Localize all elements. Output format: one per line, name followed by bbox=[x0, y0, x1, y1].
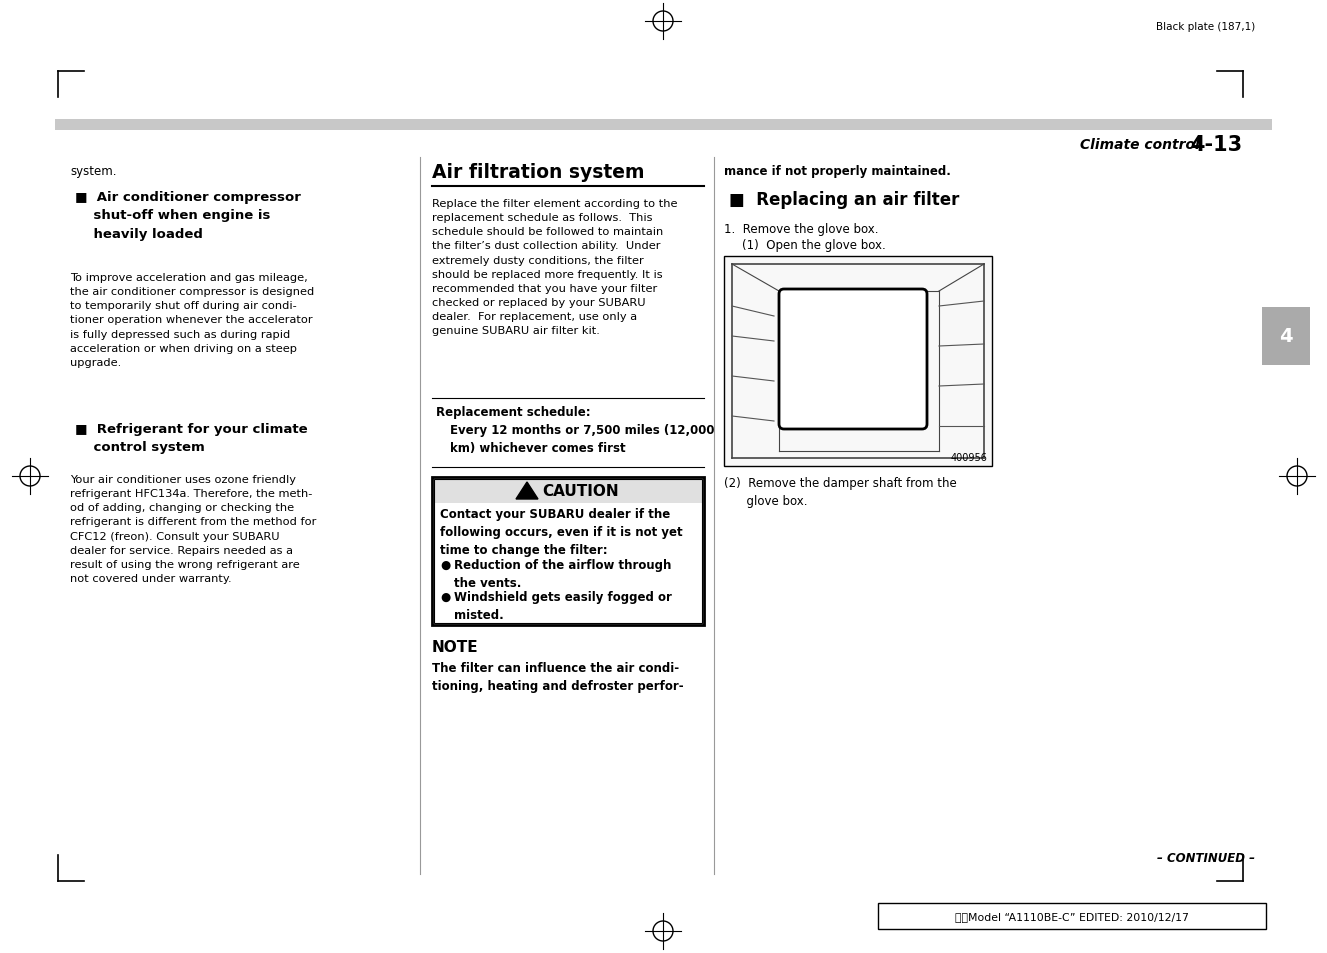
Text: ■  Refrigerant for your climate
    control system: ■ Refrigerant for your climate control s… bbox=[76, 422, 308, 454]
Text: !: ! bbox=[524, 489, 529, 498]
Text: Replacement schedule:: Replacement schedule: bbox=[437, 406, 591, 418]
Text: 400956: 400956 bbox=[950, 453, 987, 462]
Text: Your air conditioner uses ozone friendly
refrigerant HFC134a. Therefore, the met: Your air conditioner uses ozone friendly… bbox=[70, 475, 316, 583]
Text: mance if not properly maintained.: mance if not properly maintained. bbox=[725, 165, 951, 178]
Text: Replace the filter element according to the
replacement schedule as follows.  Th: Replace the filter element according to … bbox=[433, 199, 678, 336]
Text: 4-13: 4-13 bbox=[1190, 135, 1242, 154]
Text: ■  Replacing an air filter: ■ Replacing an air filter bbox=[729, 191, 959, 209]
FancyBboxPatch shape bbox=[779, 290, 928, 430]
Text: The filter can influence the air condi-
tioning, heating and defroster perfor-: The filter can influence the air condi- … bbox=[433, 661, 683, 693]
Text: Contact your SUBARU dealer if the
following occurs, even if it is not yet
time t: Contact your SUBARU dealer if the follow… bbox=[441, 507, 682, 557]
Bar bbox=[725, 256, 993, 467]
Bar bbox=[433, 477, 705, 625]
Bar bbox=[878, 903, 1266, 929]
Polygon shape bbox=[516, 482, 537, 499]
Bar bbox=[434, 479, 702, 503]
Text: ●: ● bbox=[441, 558, 450, 572]
Text: NOTE: NOTE bbox=[433, 639, 479, 655]
Text: Windshield gets easily fogged or
misted.: Windshield gets easily fogged or misted. bbox=[454, 590, 671, 621]
Text: (1)  Open the glove box.: (1) Open the glove box. bbox=[742, 239, 885, 252]
Text: – CONTINUED –: – CONTINUED – bbox=[1157, 851, 1255, 864]
Text: system.: system. bbox=[70, 165, 117, 178]
Text: Reduction of the airflow through
the vents.: Reduction of the airflow through the ven… bbox=[454, 558, 671, 589]
Bar bbox=[434, 479, 702, 623]
Text: (2)  Remove the damper shaft from the
      glove box.: (2) Remove the damper shaft from the glo… bbox=[725, 476, 957, 507]
Text: 1.  Remove the glove box.: 1. Remove the glove box. bbox=[725, 223, 878, 235]
Text: ■  Air conditioner compressor
    shut-off when engine is
    heavily loaded: ■ Air conditioner compressor shut-off wh… bbox=[76, 191, 301, 241]
Bar bbox=[1262, 308, 1310, 366]
Text: Black plate (187,1): Black plate (187,1) bbox=[1156, 22, 1255, 32]
Text: 4: 4 bbox=[1279, 327, 1292, 346]
Text: CAUTION: CAUTION bbox=[541, 484, 618, 499]
Bar bbox=[54, 120, 1273, 131]
Text: To improve acceleration and gas mileage,
the air conditioner compressor is desig: To improve acceleration and gas mileage,… bbox=[70, 273, 314, 368]
Text: ●: ● bbox=[441, 590, 450, 603]
Text: Every 12 months or 7,500 miles (12,000
km) whichever comes first: Every 12 months or 7,500 miles (12,000 k… bbox=[450, 423, 714, 455]
Text: 北米Model “A1110BE-C” EDITED: 2010/12/17: 北米Model “A1110BE-C” EDITED: 2010/12/17 bbox=[955, 911, 1189, 921]
Text: Air filtration system: Air filtration system bbox=[433, 163, 645, 182]
Text: Climate control: Climate control bbox=[1080, 138, 1200, 152]
